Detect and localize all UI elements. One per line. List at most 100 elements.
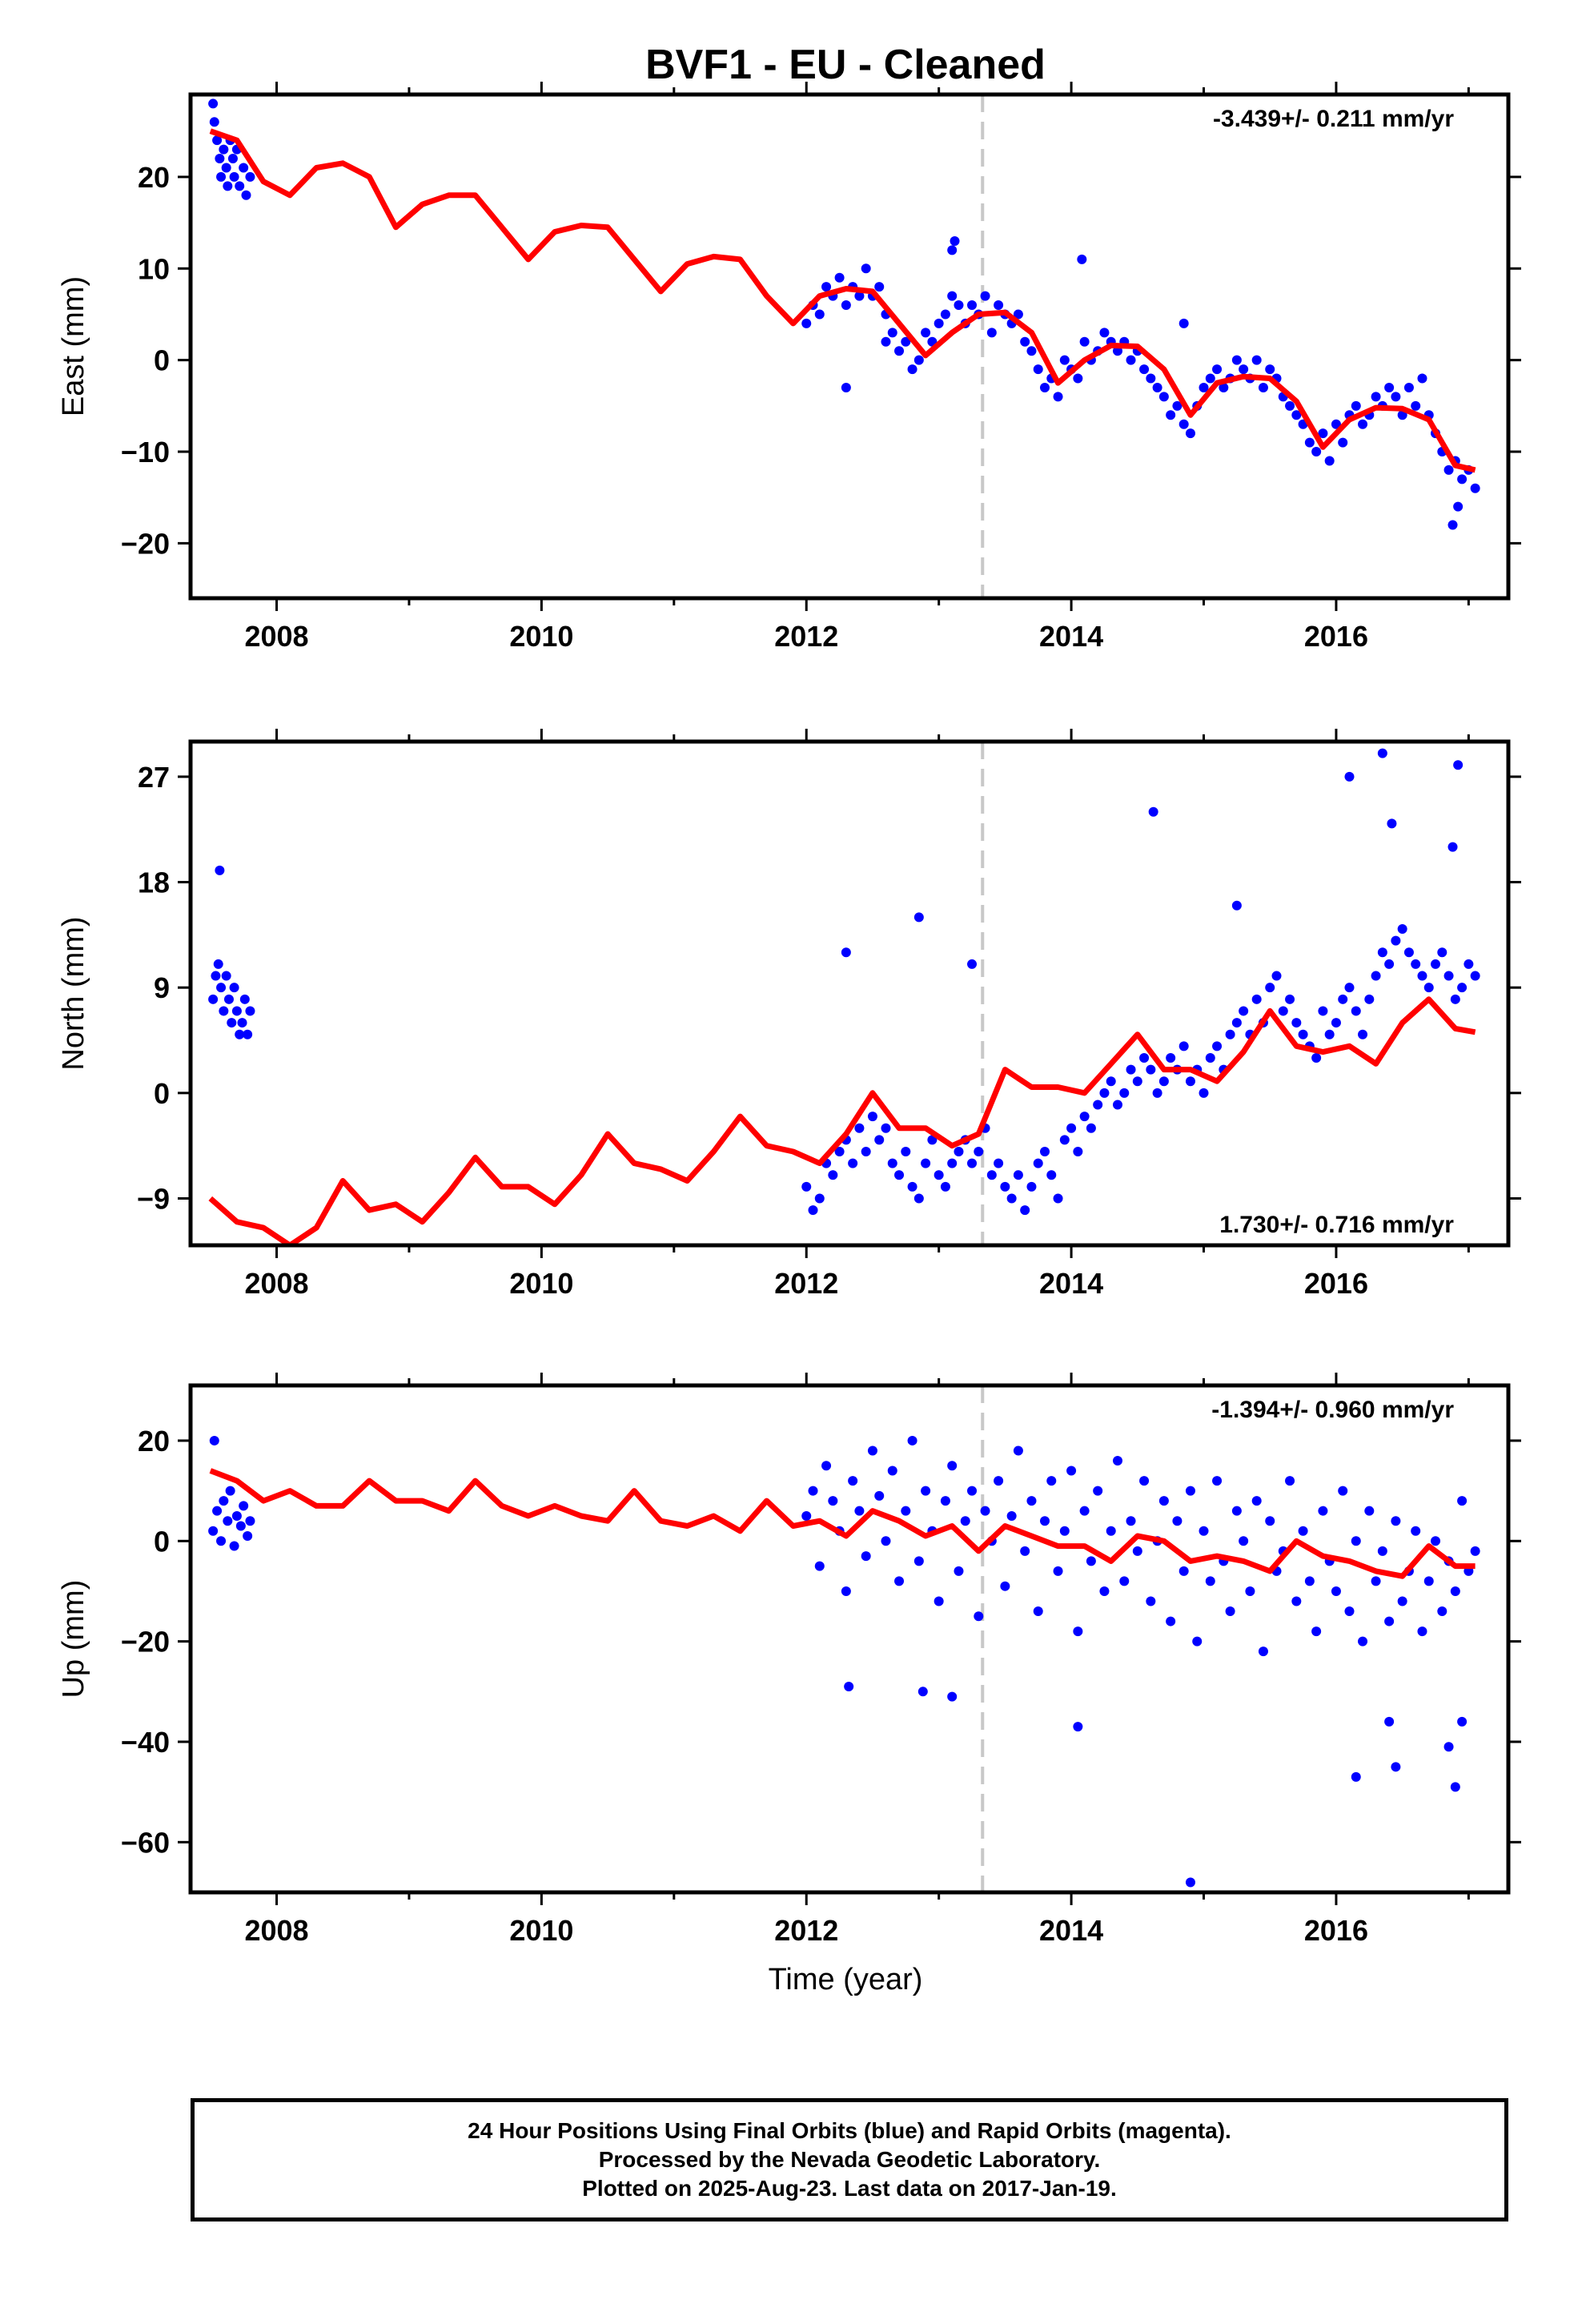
data-point <box>1079 1112 1090 1122</box>
data-point <box>1106 1076 1116 1087</box>
data-point <box>1371 971 1381 981</box>
data-point <box>1026 1496 1037 1506</box>
data-point <box>994 1476 1004 1486</box>
y-tick-label: −20 <box>121 1626 170 1659</box>
data-point <box>887 1466 897 1476</box>
data-point <box>950 235 960 246</box>
footer-box: 24 Hour Positions Using Final Orbits (bl… <box>191 2098 1508 2221</box>
data-points <box>208 99 1480 530</box>
data-point <box>1431 959 1441 969</box>
data-point <box>1457 1716 1468 1727</box>
data-point <box>1079 1506 1090 1516</box>
data-point <box>1391 1762 1401 1772</box>
data-point <box>1152 382 1162 392</box>
x-tick-label: 2016 <box>1304 620 1368 653</box>
data-point <box>1212 1041 1223 1051</box>
data-point <box>1457 1496 1468 1506</box>
data-point <box>239 163 249 173</box>
data-point <box>216 171 227 182</box>
data-point <box>223 1516 233 1526</box>
data-point <box>219 1496 229 1506</box>
data-point <box>901 1506 911 1516</box>
x-tick-label: 2010 <box>509 620 573 653</box>
data-point <box>841 382 851 392</box>
data-point <box>1225 1029 1235 1039</box>
x-axis-label: Time (year) <box>769 1963 923 1996</box>
data-point <box>1377 748 1387 758</box>
y-tick-label: 18 <box>138 866 170 899</box>
data-point <box>1265 983 1275 993</box>
data-point <box>947 1461 958 1471</box>
data-point <box>1000 1581 1010 1591</box>
data-point <box>1112 1100 1122 1110</box>
y-axis-label: North (mm) <box>57 916 90 1070</box>
data-point <box>907 364 917 375</box>
data-point <box>1344 1606 1355 1617</box>
data-point <box>907 1181 917 1192</box>
data-point <box>1291 1018 1302 1028</box>
data-point <box>1126 355 1136 365</box>
data-point <box>1331 1018 1341 1028</box>
data-point <box>1358 1029 1368 1039</box>
data-point <box>1146 373 1156 384</box>
data-point <box>1152 1088 1162 1098</box>
data-point <box>1073 1626 1083 1637</box>
data-point <box>1046 1170 1057 1180</box>
data-point <box>954 1566 964 1576</box>
data-point <box>1470 483 1480 493</box>
data-point <box>844 1682 854 1692</box>
data-point <box>834 1146 845 1156</box>
data-point <box>854 1123 865 1133</box>
data-point <box>213 959 223 969</box>
data-point <box>1199 382 1209 392</box>
data-point <box>1172 1516 1182 1526</box>
y-tick-label: −10 <box>121 436 170 468</box>
data-point <box>245 171 255 182</box>
data-point <box>1397 924 1407 935</box>
data-point <box>881 336 891 347</box>
data-point <box>1158 1496 1169 1506</box>
data-point <box>1059 1526 1070 1536</box>
data-point <box>874 1135 885 1145</box>
rate-label: -1.394+/- 0.960 mm/yr <box>1211 1397 1454 1423</box>
data-point <box>954 1146 964 1156</box>
chart-title: BVF1 - EU - Cleaned <box>645 42 1046 88</box>
data-point <box>1457 983 1468 993</box>
y-tick-label: −20 <box>121 527 170 560</box>
data-point <box>901 1146 911 1156</box>
data-point <box>1311 1052 1322 1063</box>
data-point <box>1453 760 1464 770</box>
data-point <box>1338 437 1348 448</box>
data-point <box>841 300 851 311</box>
data-point <box>1013 1170 1023 1180</box>
data-point <box>1397 1596 1407 1606</box>
data-point <box>828 1496 838 1506</box>
y-tick-label: 0 <box>154 1077 170 1110</box>
data-point <box>907 1435 917 1445</box>
data-point <box>1199 1088 1209 1098</box>
data-point <box>212 135 223 146</box>
data-point <box>215 865 225 875</box>
y-axis-label: Up (mm) <box>57 1580 90 1699</box>
data-point <box>1212 1476 1223 1486</box>
data-point <box>1040 382 1050 392</box>
data-point <box>223 181 233 191</box>
rate-label: -3.439+/- 0.211 mm/yr <box>1213 106 1454 132</box>
data-point <box>1411 400 1421 411</box>
data-point <box>808 1205 818 1216</box>
y-tick-label: 20 <box>138 1425 170 1458</box>
data-point <box>967 959 978 969</box>
data-point <box>1158 392 1169 402</box>
data-point <box>243 1029 253 1039</box>
data-point <box>223 994 234 1004</box>
data-point <box>881 1536 891 1546</box>
data-point <box>1053 392 1063 402</box>
x-tick-label: 2016 <box>1304 1914 1368 1947</box>
data-point <box>1205 1052 1215 1063</box>
data-point <box>994 300 1004 311</box>
data-point <box>1351 1536 1361 1546</box>
data-point <box>1212 364 1223 375</box>
data-point <box>1384 1716 1395 1727</box>
data-point <box>1013 309 1023 320</box>
data-point <box>1318 428 1328 439</box>
